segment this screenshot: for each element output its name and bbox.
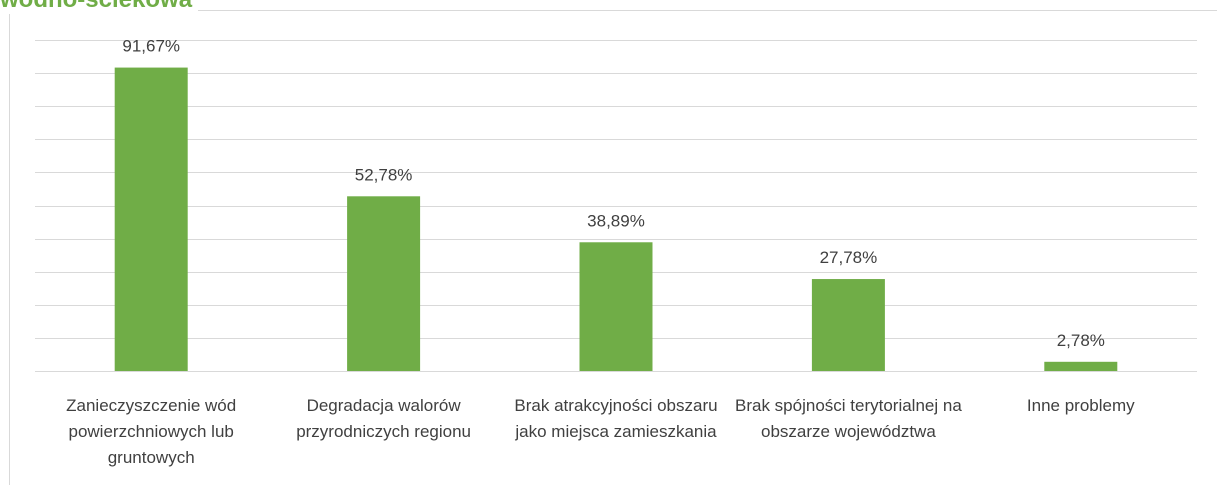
chart-border — [9, 10, 1217, 485]
data-label: 52,78% — [355, 165, 413, 184]
bar — [1044, 361, 1118, 371]
x-tick-label: Degradacja walorów przyrodniczych region… — [296, 396, 471, 441]
bar — [579, 242, 653, 371]
data-label: 27,78% — [820, 248, 878, 267]
x-tick-label: Brak atrakcyjności obszaru jako miejsca … — [514, 396, 718, 441]
data-label: 2,78% — [1057, 331, 1105, 350]
chart-title: wodno-ściekowa — [0, 0, 199, 14]
bar — [114, 67, 188, 371]
data-label: 38,89% — [587, 211, 645, 230]
data-label: 91,67% — [122, 37, 180, 56]
bar — [811, 279, 885, 371]
x-tick-label: Zanieczyszczenie wód powierzchniowych lu… — [66, 396, 237, 467]
x-tick-label: Brak spójności terytorialnej na obszarze… — [735, 396, 962, 441]
bar — [347, 196, 421, 371]
x-tick-label: Inne problemy — [1026, 396, 1135, 415]
